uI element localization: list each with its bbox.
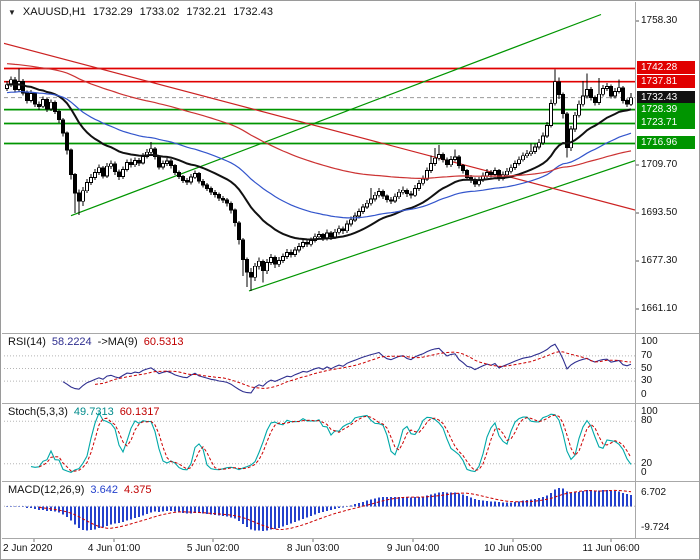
symbol-timeframe-label: XAUUSD,H1 [22,6,86,18]
macd-value: 3.642 [90,484,118,496]
macd-histogram [6,488,632,531]
time-axis-separator [2,538,699,539]
open-value: 1732.29 [92,6,133,18]
rsi-indicator-label: RSI(14) [8,336,46,348]
low-value: 1732.21 [186,6,227,18]
main-price-panel [4,13,635,292]
rsi-panel-splitter[interactable] [2,333,699,334]
rsi-ma-label: ->MA(9) [97,336,138,348]
trendline-descending [4,42,635,211]
macd-scale-bottom: -9.724 [641,522,670,533]
stoch-panel-header: Stoch(5,3,3) 49.7313 60.1317 [8,406,159,418]
moving-average-24 [6,83,632,241]
stoch-signal-value: 60.1317 [119,406,160,418]
rsi-line [62,343,632,394]
rsi-panel-header: RSI(14) 58.2224 ->MA(9) 60.5313 [8,336,183,348]
macd-signal-line [38,489,632,531]
rsi-value: 58.2224 [51,336,92,348]
stoch-signal-line [38,414,632,472]
stoch-panel-splitter[interactable] [2,403,699,404]
stoch-indicator-label: Stoch(5,3,3) [8,406,68,418]
moving-average-120 [6,63,632,179]
stoch-value: 49.7313 [73,406,114,418]
macd-panel-header: MACD(12,26,9) 3.642 4.375 [8,484,151,496]
stoch-main-line [30,411,632,474]
macd-signal-value: 4.375 [123,484,152,496]
price-axis-separator[interactable] [635,2,636,538]
stochastic-panel [4,411,635,474]
rsi-ma-line [94,351,632,389]
one-click-trading-icon[interactable]: ▼ [8,7,16,17]
macd-scale-top: 6.702 [641,487,667,498]
rsi-panel [4,343,635,394]
rsi-ma-value: 60.5313 [143,336,184,348]
trendline-ascending [248,160,635,292]
macd-panel-splitter[interactable] [2,481,699,482]
chart-ohlc-header: ▼ XAUUSD,H1 1732.29 1733.02 1732.21 1732… [8,6,273,18]
macd-indicator-label: MACD(12,26,9) [8,484,85,496]
moving-average-52 [6,91,632,219]
high-value: 1733.02 [139,6,180,18]
trendline-ascending [70,13,602,217]
close-value: 1732.43 [233,6,273,18]
candlesticks [5,68,633,291]
macd-panel [4,488,635,531]
